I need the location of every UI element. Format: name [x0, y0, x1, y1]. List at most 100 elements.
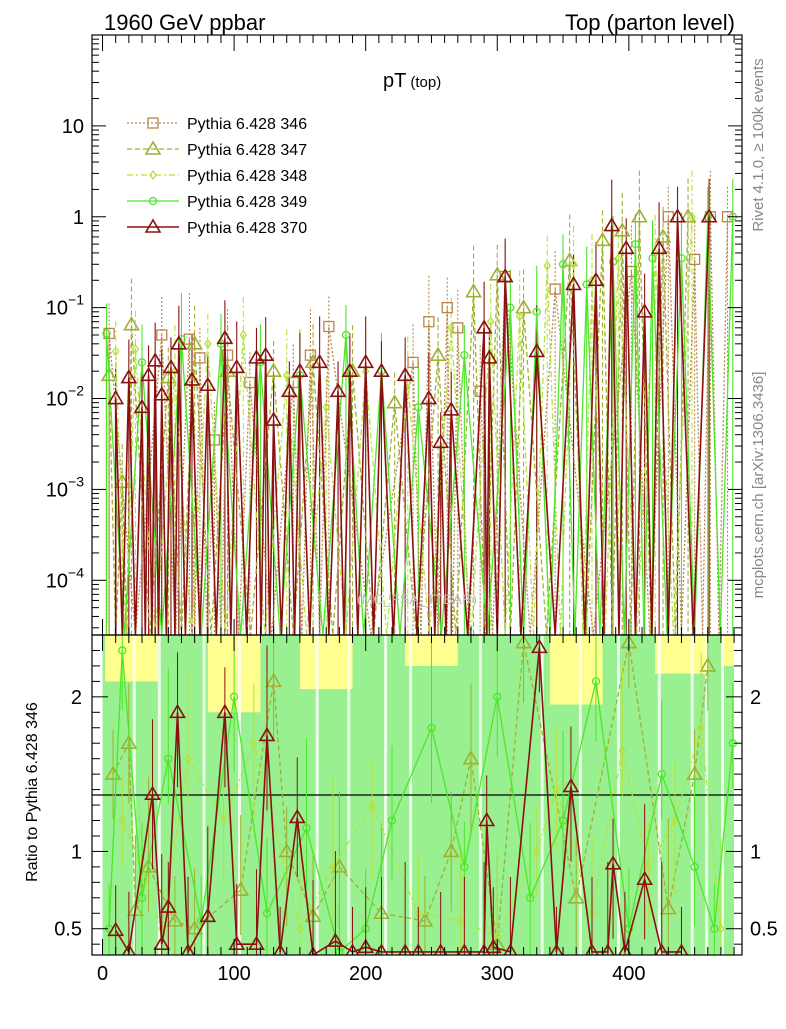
ratio-point — [387, 816, 397, 825]
mcplots-label: mcplots.cern.ch [arXiv:1306.3436] — [750, 372, 767, 599]
data-point — [146, 352, 164, 367]
data-point — [688, 211, 696, 222]
legend-marker — [149, 169, 157, 181]
ratio-band-yellow — [549, 635, 603, 705]
data-point — [265, 362, 282, 377]
ratio-point — [328, 861, 337, 872]
data-point — [265, 411, 282, 426]
legend-label: Pythia 6.428 346 — [187, 116, 307, 133]
data-point — [203, 338, 212, 349]
ratio-point — [118, 646, 127, 655]
y-tick-label: 10−1 — [46, 292, 84, 320]
ratio-point — [442, 842, 460, 858]
ratio-point — [644, 861, 653, 872]
ratio-point — [219, 815, 228, 826]
ratio-point — [181, 943, 195, 955]
series-line — [108, 216, 689, 635]
data-point — [569, 259, 578, 270]
data-point — [465, 283, 482, 298]
data-point — [357, 353, 375, 369]
ratio-point — [250, 738, 258, 749]
ratio-point — [308, 946, 319, 955]
data-point — [460, 351, 469, 360]
legend-marker — [144, 218, 162, 233]
data-point — [323, 320, 335, 333]
data-point — [107, 389, 125, 405]
data-point — [475, 319, 493, 334]
ratio-series-s349 — [104, 635, 737, 955]
ratio-point — [515, 635, 532, 649]
ratio-point — [558, 816, 568, 825]
series-s370 — [107, 208, 718, 635]
data-point — [407, 356, 419, 369]
ratio-point — [552, 784, 561, 795]
ratio-point — [118, 815, 127, 826]
ratio-point — [248, 935, 265, 950]
ratio-point — [636, 870, 654, 886]
ratio-point — [710, 924, 719, 933]
ratio-point — [427, 723, 436, 732]
ratio-band-yellow — [299, 635, 353, 690]
data-point — [291, 362, 309, 377]
ratio-frame — [91, 634, 743, 956]
data-point — [700, 208, 718, 223]
data-point — [153, 386, 171, 401]
data-point — [102, 329, 111, 338]
ratio-point — [137, 893, 147, 902]
data-point — [111, 346, 120, 357]
data-point — [631, 239, 640, 249]
legend-label: Pythia 6.428 347 — [187, 142, 307, 159]
ratio-point — [164, 754, 173, 763]
data-point — [603, 216, 621, 232]
data-point — [429, 346, 447, 361]
ratio-y-tick-label: 2 — [71, 687, 82, 709]
ratio-band-yellow — [720, 635, 742, 666]
ratio-point — [416, 912, 434, 927]
ratio-y-tick-label: 1 — [71, 841, 82, 863]
data-point — [282, 370, 291, 381]
legend-item: Pythia 6.428 346 — [127, 116, 307, 133]
ratio-point — [265, 672, 282, 688]
data-point — [257, 346, 275, 361]
data-point — [414, 403, 423, 412]
ratio-point — [398, 943, 412, 955]
ratio-point — [159, 898, 177, 913]
ratio-point — [690, 862, 699, 872]
ratio-point — [122, 943, 136, 955]
data-point — [239, 329, 248, 341]
data-point — [558, 260, 568, 269]
ratio-point — [549, 943, 564, 955]
ratio-y-tick-label-right: 1 — [750, 841, 761, 863]
data-point — [341, 362, 359, 377]
y-tick-label: 10−3 — [46, 473, 84, 501]
ratio-line — [108, 650, 734, 954]
ratio-point — [184, 753, 192, 764]
data-point — [630, 208, 648, 223]
ratio-y-tick-label-right: 2 — [750, 687, 761, 709]
data-point — [133, 398, 151, 414]
ratio-point — [273, 943, 287, 955]
ratio-point — [120, 734, 138, 750]
legend-label: Pythia 6.428 348 — [187, 168, 307, 185]
legend-item: Pythia 6.428 348 — [127, 168, 307, 185]
data-point — [216, 329, 234, 345]
data-point — [617, 239, 635, 255]
legend-marker — [148, 196, 158, 206]
axes-frame: 10 1 10−1 10−2 10−3 10−4 0 100 200 300 400 0.5 0.5 1 1… — [46, 34, 778, 985]
main-plot-title: pT (top) — [383, 70, 441, 92]
legend-label: Pythia 6.428 349 — [187, 194, 307, 211]
data-point — [137, 358, 147, 367]
data-point — [549, 283, 561, 295]
data-point — [614, 253, 623, 264]
ratio-point — [107, 921, 125, 937]
data-point — [528, 342, 546, 358]
data-point — [636, 303, 654, 318]
ratio-point — [460, 862, 469, 872]
title-main: pT — [383, 70, 406, 92]
ratio-point — [411, 943, 426, 955]
data-point — [373, 362, 390, 377]
data-point — [322, 402, 331, 413]
data-point — [561, 251, 579, 267]
data-point — [441, 301, 453, 314]
